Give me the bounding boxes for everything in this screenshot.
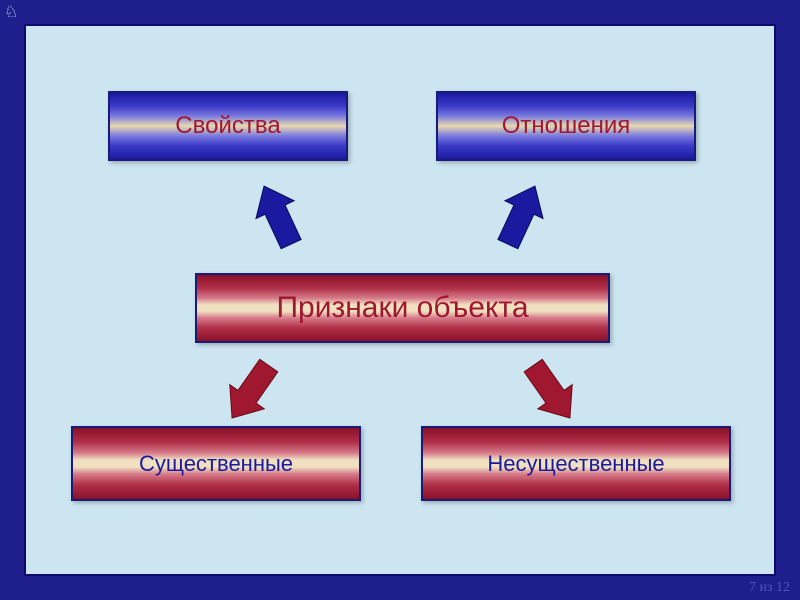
page-number: 7 из 12	[749, 580, 790, 596]
node-label: Свойства	[175, 112, 280, 140]
arrow-up-right	[474, 169, 567, 262]
node-top-left: Свойства	[108, 91, 348, 161]
page-current: 7	[749, 580, 756, 595]
node-center: Признаки объекта	[195, 273, 610, 343]
corner-icon: ♘	[4, 2, 18, 22]
node-bottom-left: Существенные	[71, 426, 361, 501]
page-sep: из	[756, 580, 776, 595]
node-label: Несущественные	[487, 451, 664, 476]
arrow-up-left	[231, 169, 324, 262]
node-bottom-right: Несущественные	[421, 426, 731, 501]
page-total: 12	[776, 580, 790, 595]
node-label: Отношения	[502, 112, 631, 140]
node-label: Признаки объекта	[276, 291, 528, 325]
node-label: Существенные	[139, 451, 293, 476]
node-top-right: Отношения	[436, 91, 696, 161]
diagram-canvas: Свойства Отношения Признаки объекта Суще…	[24, 24, 776, 576]
